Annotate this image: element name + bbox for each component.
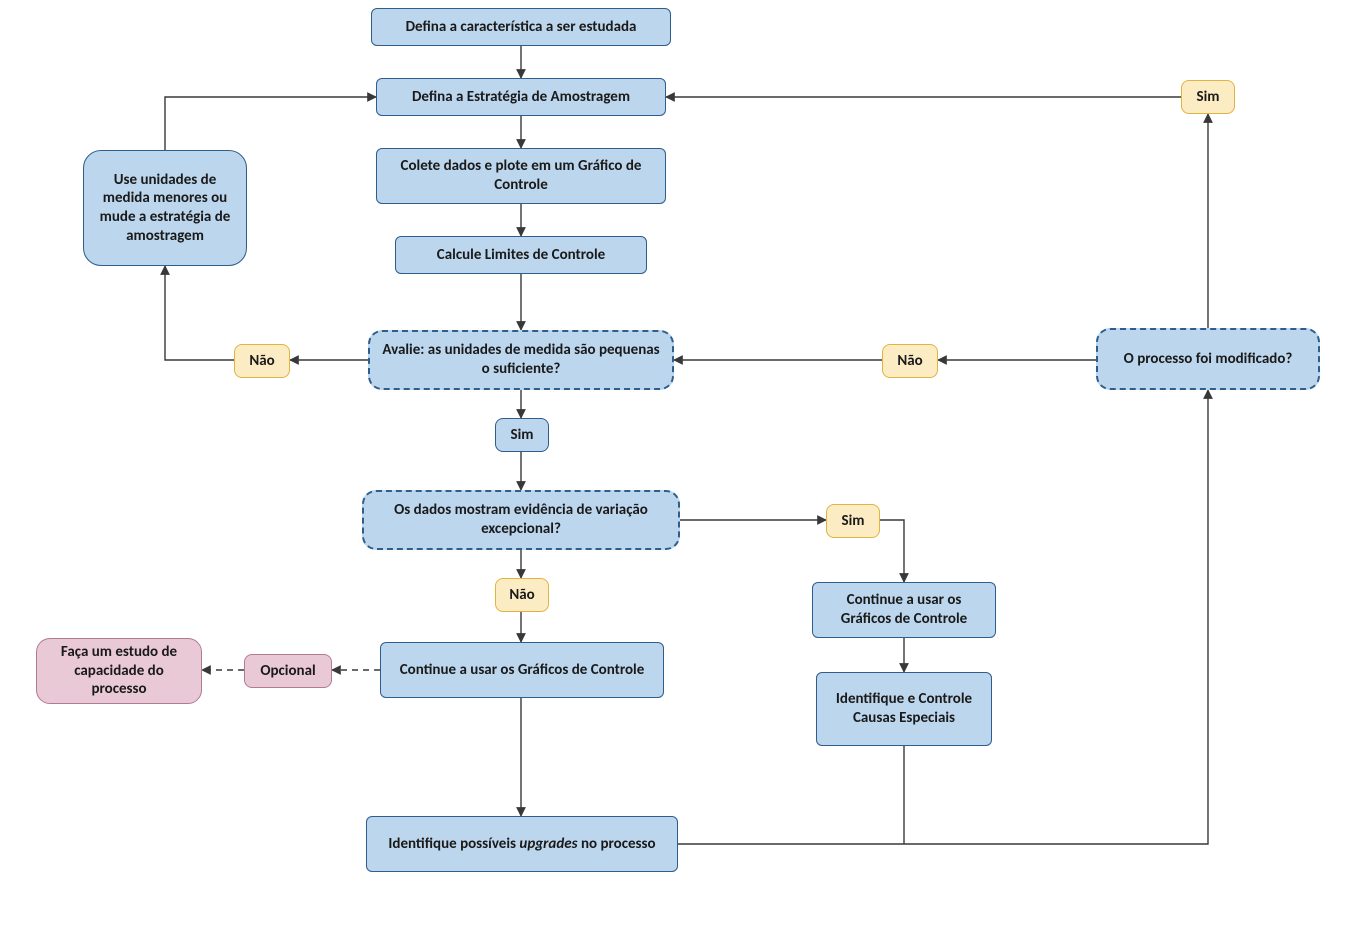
- node-define-characteristic: Defina a característica a ser estudada: [371, 8, 671, 46]
- node-identify-upgrades: Identifique possíveis upgrades no proces…: [366, 816, 678, 872]
- label-sim-1: Sim: [495, 418, 549, 452]
- label-nao-2: Não: [234, 344, 290, 378]
- node-collect-plot: Colete dados e plote em um Gráfico de Co…: [376, 148, 666, 204]
- connectors-layer: [0, 0, 1372, 938]
- node-define-strategy: Defina a Estratégia de Amostragem: [376, 78, 666, 116]
- decision-process-modified: O processo foi modificado?: [1096, 328, 1320, 390]
- decision-units-small: Avalie: as unidades de medida são pequen…: [368, 330, 674, 390]
- node-change-units: Use unidades de medida menores ou mude a…: [83, 150, 247, 266]
- label-sim-3: Sim: [1181, 80, 1235, 114]
- label-sim-2: Sim: [826, 504, 880, 538]
- label-nao-3: Não: [882, 344, 938, 378]
- node-capability-study: Faça um estudo de capacidade do processo: [36, 638, 202, 704]
- node-continue-charts-left: Continue a usar os Gráficos de Controle: [380, 642, 664, 698]
- node-calc-limits: Calcule Limites de Controle: [395, 236, 647, 274]
- label-opcional: Opcional: [244, 654, 332, 688]
- label-nao-1: Não: [495, 578, 549, 612]
- decision-exceptional-variation: Os dados mostram evidência de variação e…: [362, 490, 680, 550]
- node-identify-special-causes: Identifique e Controle Causas Especiais: [816, 672, 992, 746]
- node-continue-charts-right: Continue a usar os Gráficos de Controle: [812, 582, 996, 638]
